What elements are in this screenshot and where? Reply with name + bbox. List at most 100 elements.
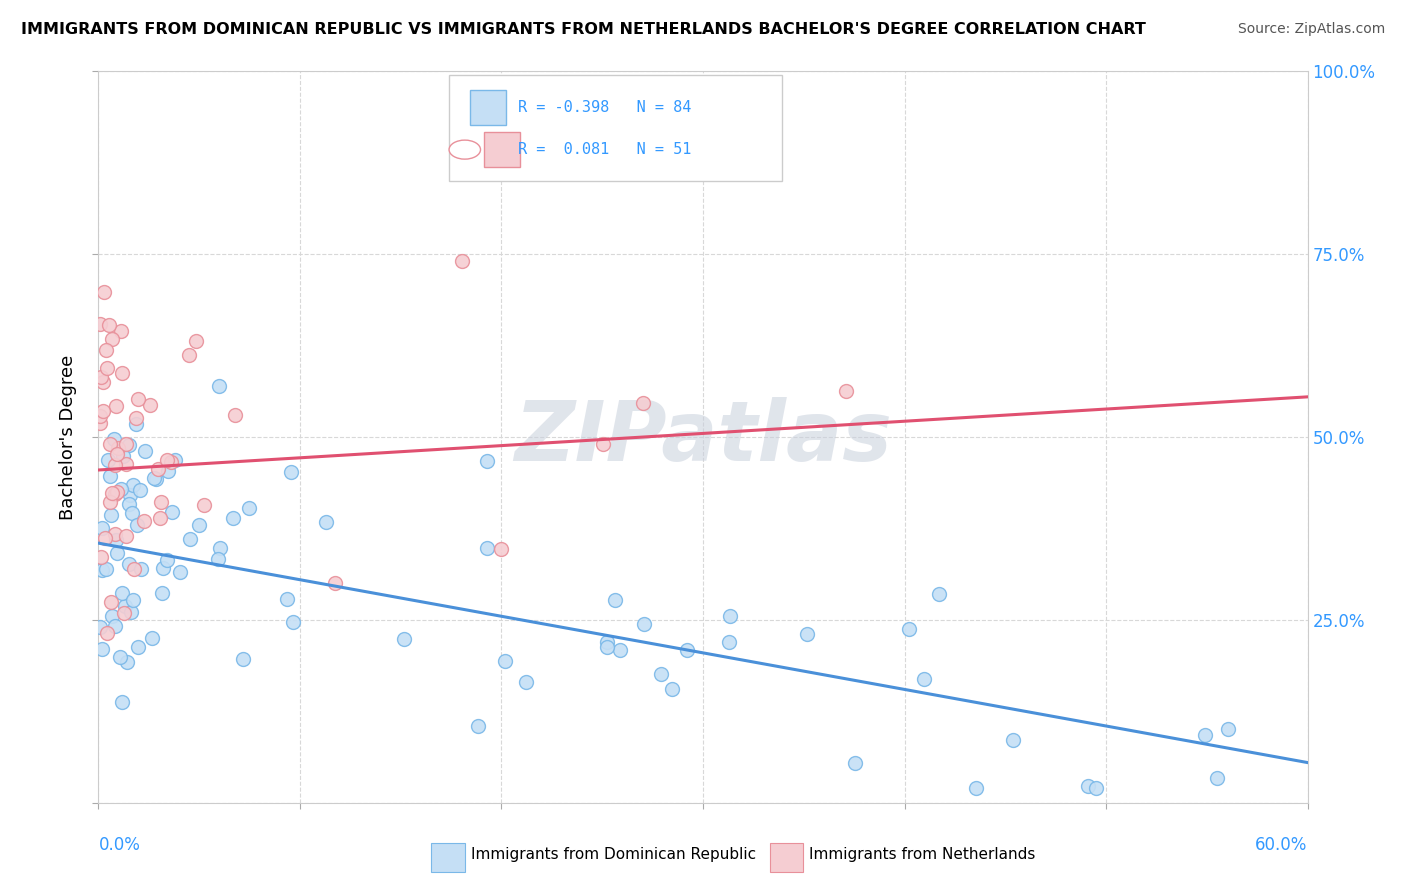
Point [127, 640, 149, 654]
Point [207, 552, 229, 566]
Point [965, 781, 987, 796]
Point [1085, 781, 1108, 796]
Text: IMMIGRANTS FROM DOMINICAN REPUBLIC VS IMMIGRANTS FROM NETHERLANDS BACHELOR'S DEG: IMMIGRANTS FROM DOMINICAN REPUBLIC VS IM… [21, 22, 1146, 37]
Point [844, 756, 866, 770]
Point [105, 400, 128, 414]
Point [100, 508, 122, 522]
Point [89, 409, 111, 424]
Point [143, 471, 166, 485]
Bar [484, 132, 520, 167]
Point [280, 465, 302, 479]
Point [177, 348, 200, 362]
Point [676, 642, 699, 657]
Point [91, 375, 114, 389]
Point [150, 495, 173, 509]
Point [114, 529, 136, 543]
Point [96, 626, 118, 640]
Point [596, 634, 619, 648]
Point [91, 563, 114, 577]
Point [152, 561, 174, 575]
Point [141, 631, 163, 645]
Point [97, 318, 120, 332]
Point [477, 541, 499, 556]
Point [157, 464, 180, 478]
Point [392, 632, 415, 646]
Point [94, 531, 117, 545]
Point [149, 511, 172, 525]
Point [1002, 733, 1025, 747]
Point [122, 593, 145, 607]
Point [114, 599, 136, 613]
Point [111, 585, 134, 599]
Point [208, 541, 231, 556]
Point [467, 719, 489, 733]
Bar [432, 843, 465, 872]
Point [283, 615, 305, 630]
Point [100, 486, 122, 500]
Point [115, 437, 138, 451]
Point [105, 447, 128, 461]
Text: ZIPatlas: ZIPatlas [515, 397, 891, 477]
Text: Source: ZipAtlas.com: Source: ZipAtlas.com [1237, 22, 1385, 37]
Point [928, 587, 950, 601]
Point [96, 361, 118, 376]
Point [475, 454, 498, 468]
Point [89, 317, 111, 331]
Point [110, 649, 132, 664]
Point [898, 623, 921, 637]
Point [107, 442, 129, 456]
Point [238, 500, 260, 515]
Text: 0.0%: 0.0% [98, 837, 141, 855]
Point [1194, 728, 1216, 742]
Point [125, 411, 148, 425]
Point [121, 506, 143, 520]
Text: Immigrants from Netherlands: Immigrants from Netherlands [810, 847, 1036, 862]
Point [609, 643, 631, 657]
Point [98, 437, 121, 451]
Point [127, 392, 149, 406]
Point [146, 461, 169, 475]
Point [222, 510, 245, 524]
Point [633, 396, 655, 410]
Text: R = -0.398   N = 84: R = -0.398 N = 84 [517, 100, 692, 115]
Point [224, 409, 246, 423]
FancyBboxPatch shape [449, 75, 782, 181]
Point [122, 478, 145, 492]
Point [89, 620, 111, 634]
Point [489, 542, 512, 557]
Point [118, 438, 141, 452]
Point [156, 453, 179, 467]
Point [193, 498, 215, 512]
Point [120, 605, 142, 619]
Point [515, 675, 537, 690]
Point [111, 695, 134, 709]
Point [134, 514, 156, 528]
Point [110, 325, 132, 339]
Point [104, 619, 127, 633]
Point [605, 593, 627, 607]
Point [325, 576, 347, 591]
Point [94, 562, 117, 576]
Point [97, 453, 120, 467]
Point [107, 546, 129, 560]
Point [129, 483, 152, 497]
Point [100, 608, 122, 623]
Point [127, 518, 149, 533]
Point [720, 608, 742, 623]
Point [139, 399, 162, 413]
Point [451, 253, 474, 268]
Point [90, 642, 112, 657]
Y-axis label: Bachelor's Degree: Bachelor's Degree [59, 354, 77, 520]
Point [633, 617, 655, 632]
Point [104, 487, 127, 501]
Point [122, 562, 145, 576]
Circle shape [449, 140, 481, 159]
Point [118, 557, 141, 571]
Point [184, 334, 207, 348]
Text: 60.0%: 60.0% [1256, 837, 1308, 855]
Bar [769, 843, 803, 872]
Point [115, 457, 138, 471]
Point [155, 553, 177, 567]
Point [98, 495, 121, 509]
Point [111, 366, 134, 380]
